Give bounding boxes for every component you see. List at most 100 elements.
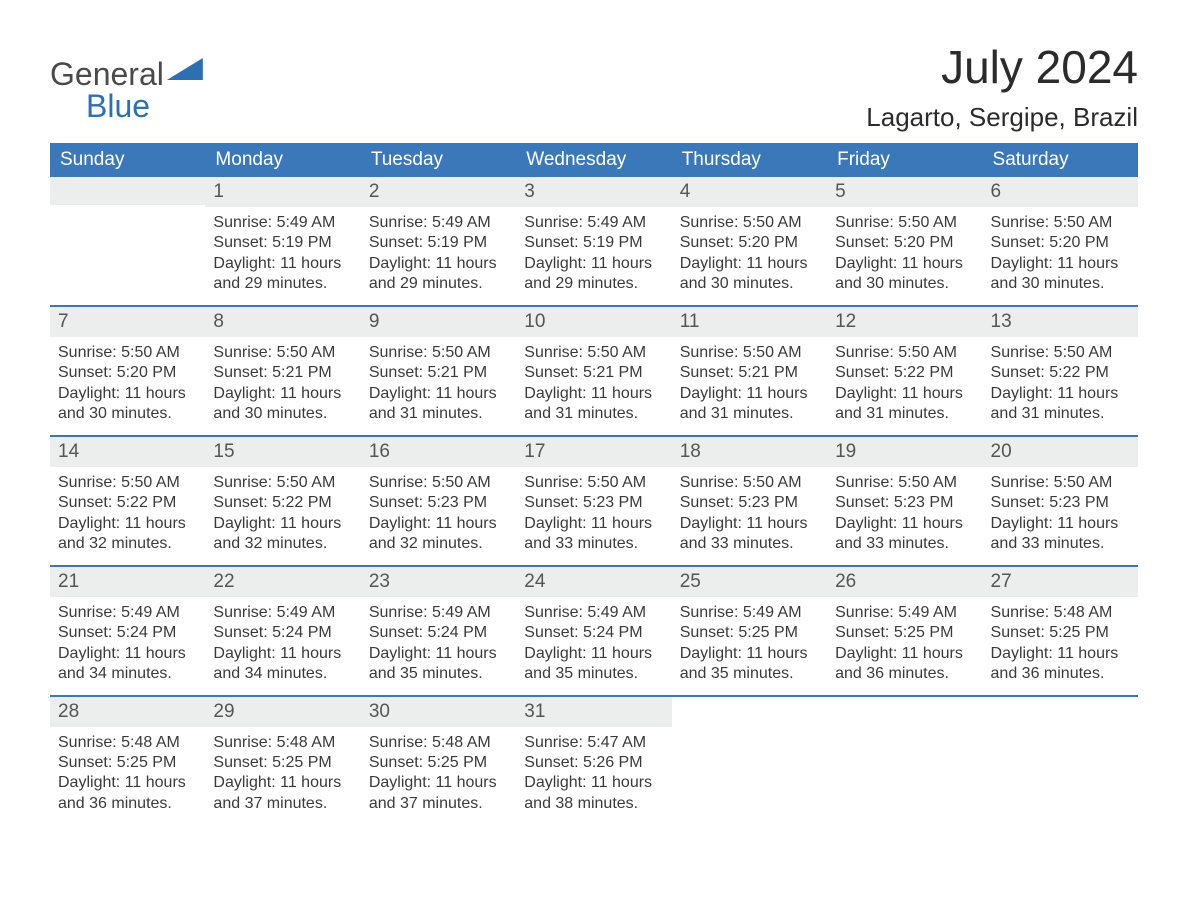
sunset-text: Sunset: 5:22 PM xyxy=(991,363,1130,383)
sunrise-text: Sunrise: 5:50 AM xyxy=(524,343,663,363)
day-number-bar: 4 xyxy=(672,177,827,207)
brand-blue-text: Blue xyxy=(86,90,150,122)
daylight-text-line2: and 31 minutes. xyxy=(524,404,663,424)
daylight-text-line1: Daylight: 11 hours xyxy=(213,384,352,404)
sunset-text: Sunset: 5:24 PM xyxy=(369,623,508,643)
brand-logo: General Blue xyxy=(50,58,203,122)
day-number-bar: 13 xyxy=(983,307,1138,337)
day-body: Sunrise: 5:49 AMSunset: 5:19 PMDaylight:… xyxy=(361,207,516,305)
brand-flag-icon xyxy=(167,58,203,80)
calendar-day-cell: 26Sunrise: 5:49 AMSunset: 5:25 PMDayligh… xyxy=(827,566,982,696)
calendar-day-cell: 10Sunrise: 5:50 AMSunset: 5:21 PMDayligh… xyxy=(516,306,671,436)
sunset-text: Sunset: 5:25 PM xyxy=(991,623,1130,643)
day-number-bar: 25 xyxy=(672,567,827,597)
calendar-day-cell: 19Sunrise: 5:50 AMSunset: 5:23 PMDayligh… xyxy=(827,436,982,566)
day-number-bar: 30 xyxy=(361,697,516,727)
daylight-text-line1: Daylight: 11 hours xyxy=(991,514,1130,534)
sunrise-text: Sunrise: 5:49 AM xyxy=(524,603,663,623)
sunset-text: Sunset: 5:22 PM xyxy=(213,493,352,513)
daylight-text-line2: and 33 minutes. xyxy=(680,534,819,554)
sunrise-text: Sunrise: 5:50 AM xyxy=(835,213,974,233)
daylight-text-line2: and 30 minutes. xyxy=(58,404,197,424)
daylight-text-line1: Daylight: 11 hours xyxy=(524,644,663,664)
day-body: Sunrise: 5:50 AMSunset: 5:23 PMDaylight:… xyxy=(361,467,516,565)
calendar-day-cell: 1Sunrise: 5:49 AMSunset: 5:19 PMDaylight… xyxy=(205,177,360,306)
sunrise-text: Sunrise: 5:50 AM xyxy=(213,343,352,363)
calendar-day-cell: 9Sunrise: 5:50 AMSunset: 5:21 PMDaylight… xyxy=(361,306,516,436)
daylight-text-line2: and 33 minutes. xyxy=(991,534,1130,554)
day-body: Sunrise: 5:50 AMSunset: 5:21 PMDaylight:… xyxy=(361,337,516,435)
sunrise-text: Sunrise: 5:50 AM xyxy=(213,473,352,493)
sunset-text: Sunset: 5:23 PM xyxy=(524,493,663,513)
calendar-day-cell xyxy=(983,696,1138,825)
day-body: Sunrise: 5:50 AMSunset: 5:21 PMDaylight:… xyxy=(672,337,827,435)
daylight-text-line1: Daylight: 11 hours xyxy=(524,384,663,404)
day-body: Sunrise: 5:48 AMSunset: 5:25 PMDaylight:… xyxy=(50,727,205,825)
day-number-bar: 18 xyxy=(672,437,827,467)
title-block: July 2024 Lagarto, Sergipe, Brazil xyxy=(866,40,1138,133)
day-body: Sunrise: 5:50 AMSunset: 5:23 PMDaylight:… xyxy=(672,467,827,565)
sunrise-text: Sunrise: 5:49 AM xyxy=(524,213,663,233)
sunrise-text: Sunrise: 5:50 AM xyxy=(524,473,663,493)
day-body: Sunrise: 5:50 AMSunset: 5:21 PMDaylight:… xyxy=(516,337,671,435)
calendar-day-cell: 28Sunrise: 5:48 AMSunset: 5:25 PMDayligh… xyxy=(50,696,205,825)
sunrise-text: Sunrise: 5:50 AM xyxy=(680,473,819,493)
day-number-bar: 8 xyxy=(205,307,360,337)
calendar-week-row: 28Sunrise: 5:48 AMSunset: 5:25 PMDayligh… xyxy=(50,696,1138,825)
calendar-day-cell: 8 Sunrise: 5:50 AMSunset: 5:21 PMDaylight… xyxy=(205,306,360,436)
daylight-text-line2: and 30 minutes. xyxy=(835,274,974,294)
day-header: Tuesday xyxy=(361,143,516,177)
sunset-text: Sunset: 5:25 PM xyxy=(369,753,508,773)
sunrise-text: Sunrise: 5:48 AM xyxy=(991,603,1130,623)
calendar-day-cell: 31Sunrise: 5:47 AMSunset: 5:26 PMDayligh… xyxy=(516,696,671,825)
calendar-day-cell: 12Sunrise: 5:50 AMSunset: 5:22 PMDayligh… xyxy=(827,306,982,436)
day-header: Thursday xyxy=(672,143,827,177)
day-number-bar: 16 xyxy=(361,437,516,467)
sunrise-text: Sunrise: 5:47 AM xyxy=(524,733,663,753)
calendar-day-cell: 24Sunrise: 5:49 AMSunset: 5:24 PMDayligh… xyxy=(516,566,671,696)
calendar-week-row: 1Sunrise: 5:49 AMSunset: 5:19 PMDaylight… xyxy=(50,177,1138,306)
daylight-text-line1: Daylight: 11 hours xyxy=(213,254,352,274)
daylight-text-line2: and 34 minutes. xyxy=(58,664,197,684)
sunset-text: Sunset: 5:21 PM xyxy=(213,363,352,383)
sunrise-text: Sunrise: 5:49 AM xyxy=(835,603,974,623)
sunrise-text: Sunrise: 5:50 AM xyxy=(58,343,197,363)
sunset-text: Sunset: 5:24 PM xyxy=(213,623,352,643)
daylight-text-line2: and 30 minutes. xyxy=(680,274,819,294)
day-number-bar: 9 xyxy=(361,307,516,337)
day-body: Sunrise: 5:50 AMSunset: 5:23 PMDaylight:… xyxy=(983,467,1138,565)
daylight-text-line1: Daylight: 11 hours xyxy=(835,384,974,404)
daylight-text-line2: and 30 minutes. xyxy=(991,274,1130,294)
sunrise-text: Sunrise: 5:50 AM xyxy=(369,343,508,363)
daylight-text-line1: Daylight: 11 hours xyxy=(680,384,819,404)
month-title: July 2024 xyxy=(866,40,1138,94)
day-header-row: Sunday Monday Tuesday Wednesday Thursday… xyxy=(50,143,1138,177)
calendar-day-cell: 7Sunrise: 5:50 AMSunset: 5:20 PMDaylight… xyxy=(50,306,205,436)
day-number-bar: 26 xyxy=(827,567,982,597)
sunset-text: Sunset: 5:21 PM xyxy=(369,363,508,383)
calendar-week-row: 14Sunrise: 5:50 AMSunset: 5:22 PMDayligh… xyxy=(50,436,1138,566)
daylight-text-line1: Daylight: 11 hours xyxy=(524,773,663,793)
sunrise-text: Sunrise: 5:50 AM xyxy=(991,473,1130,493)
brand-general-text: General xyxy=(50,56,164,92)
daylight-text-line2: and 32 minutes. xyxy=(213,534,352,554)
day-number-bar xyxy=(50,177,205,205)
daylight-text-line2: and 37 minutes. xyxy=(213,794,352,814)
day-body: Sunrise: 5:50 AMSunset: 5:20 PMDaylight:… xyxy=(983,207,1138,305)
daylight-text-line1: Daylight: 11 hours xyxy=(369,384,508,404)
day-number-bar: 23 xyxy=(361,567,516,597)
daylight-text-line2: and 29 minutes. xyxy=(213,274,352,294)
sunset-text: Sunset: 5:20 PM xyxy=(680,233,819,253)
day-number-bar: 19 xyxy=(827,437,982,467)
sunset-text: Sunset: 5:22 PM xyxy=(58,493,197,513)
day-body: Sunrise: 5:50 AMSunset: 5:20 PMDaylight:… xyxy=(827,207,982,305)
sunset-text: Sunset: 5:23 PM xyxy=(835,493,974,513)
daylight-text-line2: and 31 minutes. xyxy=(369,404,508,424)
day-number-bar: 22 xyxy=(205,567,360,597)
daylight-text-line1: Daylight: 11 hours xyxy=(680,254,819,274)
day-number-bar: 1 xyxy=(205,177,360,207)
sunset-text: Sunset: 5:23 PM xyxy=(369,493,508,513)
daylight-text-line1: Daylight: 11 hours xyxy=(58,644,197,664)
sunrise-text: Sunrise: 5:50 AM xyxy=(991,343,1130,363)
calendar-day-cell: 2Sunrise: 5:49 AMSunset: 5:19 PMDaylight… xyxy=(361,177,516,306)
